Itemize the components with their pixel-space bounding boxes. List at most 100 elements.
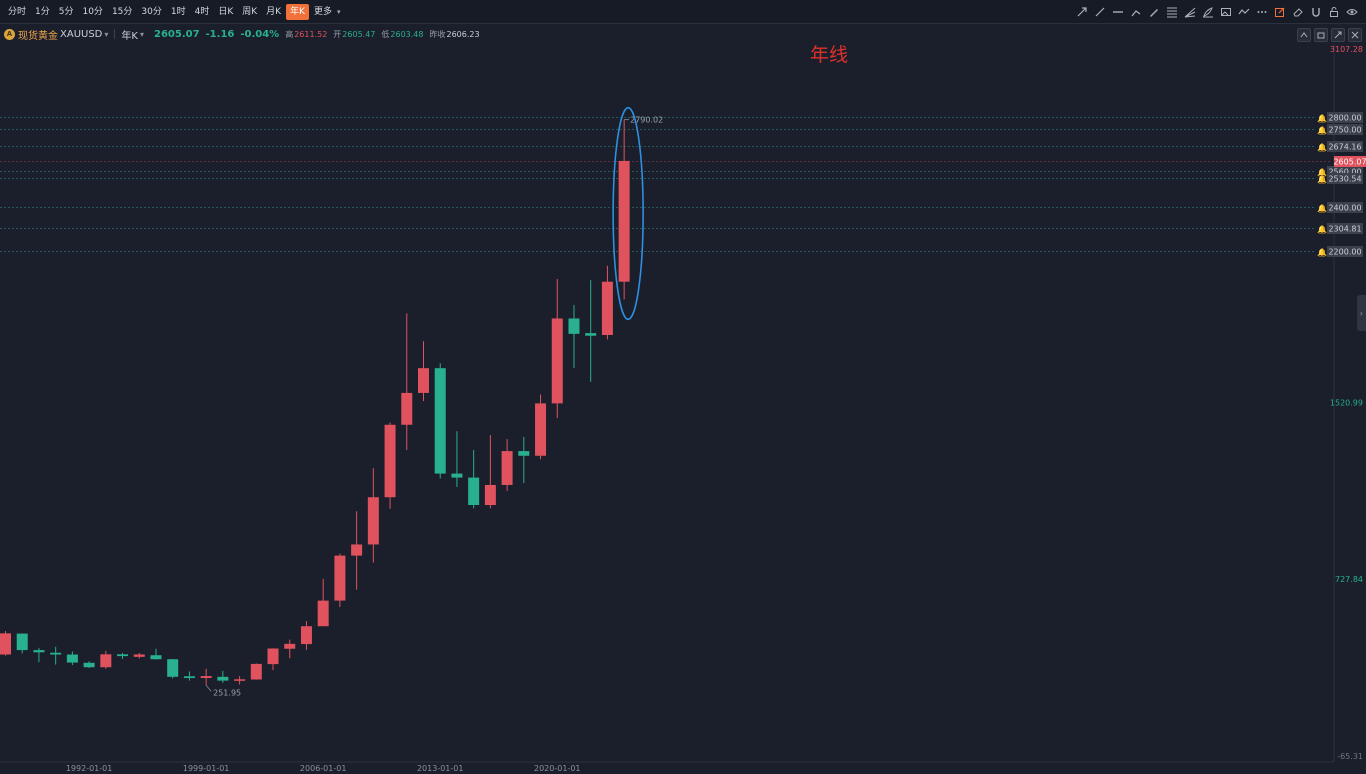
- close-icon[interactable]: [1348, 28, 1362, 42]
- time-axis-label: 1992-01-01: [66, 764, 113, 773]
- price-axis-label: 727.84: [1335, 575, 1363, 584]
- candle-body: [434, 368, 446, 474]
- side-panel-toggle-icon[interactable]: ›: [1357, 295, 1366, 331]
- period-label[interactable]: 年K: [121, 30, 138, 42]
- image-icon[interactable]: [1218, 4, 1234, 20]
- trend-angle-icon[interactable]: [1128, 4, 1144, 20]
- annual-line-annotation: 年线: [810, 44, 849, 66]
- fan-icon[interactable]: [1182, 4, 1198, 20]
- low-marker-line: [205, 685, 212, 692]
- alert-price-label: 2800.00: [1328, 114, 1361, 123]
- top-toolbar: 分时 1分 5分 10分 15分 30分 1时 4时 日K 周K 月K 年K 更多 ▾: [0, 0, 1366, 24]
- period-tab[interactable]: 周K: [242, 6, 258, 17]
- bell-icon: 🔔: [1317, 114, 1327, 123]
- time-axis-label: 2006-01-01: [300, 764, 347, 773]
- screenshot-icon[interactable]: [1314, 28, 1328, 42]
- period-tab[interactable]: 4时: [194, 6, 210, 17]
- brush-icon[interactable]: [1200, 4, 1216, 20]
- period-tabs: 分时 1分 5分 10分 15分 30分 1时 4时 日K 周K 月K 年K 更多 ▾: [0, 3, 341, 20]
- candle-body: [267, 648, 279, 665]
- candle-body: [568, 318, 580, 334]
- alert-price-label: 2560.00: [1328, 168, 1361, 177]
- open-label: 开: [333, 29, 342, 39]
- bell-icon: 🔔: [1317, 168, 1327, 177]
- bell-icon: 🔔: [1317, 248, 1327, 257]
- more-dots-icon[interactable]: [1254, 4, 1270, 20]
- highlight-ellipse: [612, 106, 644, 321]
- period-tab[interactable]: 15分: [111, 6, 133, 17]
- period-tab[interactable]: 1分: [35, 6, 50, 17]
- drawing-tools: [1072, 0, 1360, 24]
- period-tab[interactable]: 10分: [82, 6, 103, 17]
- pen-icon[interactable]: [1146, 4, 1162, 20]
- period-tab[interactable]: 更多: [313, 6, 332, 17]
- period-tab[interactable]: 年K: [286, 3, 309, 20]
- fib-grid-icon[interactable]: [1164, 4, 1180, 20]
- time-axis-label: 2013-01-01: [417, 764, 464, 773]
- price-axis-label: -65.31: [1337, 752, 1363, 761]
- eye-icon[interactable]: [1344, 4, 1360, 20]
- symbol-code[interactable]: XAUUSD: [60, 28, 103, 40]
- candle-body: [16, 633, 28, 651]
- eraser-icon[interactable]: [1290, 4, 1306, 20]
- period-tab[interactable]: 5分: [58, 6, 74, 17]
- candle-body: [66, 654, 78, 663]
- low-label: 低: [381, 29, 390, 39]
- bell-icon: 🔔: [1317, 126, 1327, 135]
- candle-body: [601, 281, 613, 335]
- price-axis-label: 3107.28: [1330, 45, 1363, 54]
- price-change-percent: -0.04%: [240, 28, 280, 40]
- low-marker-label: 251.95: [213, 688, 241, 697]
- symbol-info-bar: A 现货黄金 XAUUSD ▾ 年K ▾ 2605.07 -1.16 -0.04…: [0, 25, 1366, 43]
- candle-body: [418, 368, 429, 393]
- period-tab[interactable]: 1时: [170, 6, 186, 17]
- wave-icon[interactable]: [1236, 4, 1252, 20]
- period-tab[interactable]: 分时: [8, 6, 27, 17]
- lock-icon[interactable]: [1326, 4, 1342, 20]
- indicator-settings-icon[interactable]: [1297, 28, 1311, 42]
- alert-label-bg: [1327, 112, 1363, 123]
- symbol-name[interactable]: 现货黄金: [18, 30, 58, 42]
- alert-label-bg: [1327, 223, 1363, 234]
- candle-body: [50, 652, 62, 655]
- price-axis-label: 1520.99: [1330, 398, 1363, 407]
- time-axis-label: 2020-01-01: [534, 764, 581, 773]
- alert-label-bg: [1327, 124, 1363, 135]
- period-dropdown-icon[interactable]: ▾: [139, 29, 144, 39]
- alert-label-bg: [1327, 166, 1363, 177]
- candle-body: [167, 659, 179, 677]
- candle-body: [200, 676, 212, 679]
- alert-price-label: 2400.00: [1328, 204, 1361, 213]
- symbol-dropdown-icon[interactable]: ▾: [104, 29, 109, 39]
- magnet-icon[interactable]: [1308, 4, 1324, 20]
- candle-body: [284, 643, 296, 649]
- edit-box-icon[interactable]: [1272, 4, 1288, 20]
- divider: [114, 29, 116, 39]
- high-marker-label: 2790.02: [630, 116, 663, 125]
- alert-price-label: 2674.16: [1328, 143, 1361, 152]
- period-tab[interactable]: 30分: [141, 6, 162, 17]
- more-caret-icon[interactable]: ▾: [336, 7, 341, 16]
- open-value: 2605.47: [342, 29, 376, 39]
- arrow-line-icon[interactable]: [1074, 4, 1090, 20]
- time-axis-label: 1999-01-01: [183, 764, 230, 773]
- alert-label-bg: [1327, 202, 1363, 213]
- candle-body: [0, 633, 11, 655]
- last-price-tag: 2605.07: [1333, 158, 1366, 167]
- price-change: -1.16: [205, 28, 235, 40]
- candle-body: [618, 160, 630, 282]
- period-tab[interactable]: 月K: [266, 6, 282, 17]
- period-tab[interactable]: 日K: [218, 6, 234, 17]
- candle-body: [484, 484, 496, 506]
- candle-body: [468, 477, 480, 506]
- prev-close-label: 昨收: [429, 29, 446, 39]
- candle-body: [150, 655, 162, 660]
- bell-icon: 🔔: [1317, 143, 1327, 152]
- ray-icon[interactable]: [1092, 4, 1108, 20]
- gold-symbol-icon: A: [4, 28, 15, 40]
- candle-body: [451, 473, 463, 478]
- candle-body: [585, 333, 597, 336]
- expand-icon[interactable]: [1331, 28, 1345, 42]
- horizontal-line-icon[interactable]: [1110, 4, 1126, 20]
